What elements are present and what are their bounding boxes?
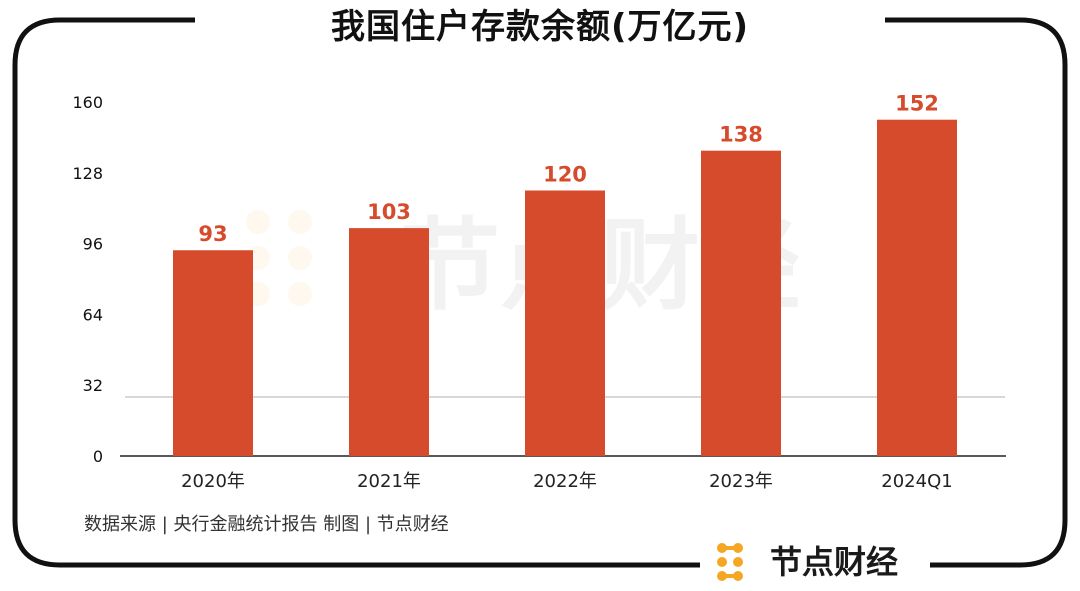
y-tick-label: 128 (72, 164, 103, 183)
brand-logo-icon (717, 543, 743, 581)
bar (701, 150, 781, 457)
bar (349, 228, 429, 456)
bar-value-label: 93 (198, 222, 227, 246)
x-tick-label: 2020年 (181, 471, 245, 492)
bar (877, 119, 957, 456)
brand-badge: 节点财经 (700, 536, 930, 588)
bar-value-label: 120 (543, 163, 587, 187)
x-tick-label: 2023年 (709, 471, 773, 492)
y-tick-label: 64 (83, 305, 103, 324)
bar-value-label: 103 (367, 200, 411, 224)
bar-value-label: 152 (895, 92, 939, 116)
y-tick-label: 96 (83, 235, 103, 254)
bar (525, 190, 605, 456)
plot-area: 0 32 64 96 128 160 93 2020年 103 2021年 120 2022年 138 2… (72, 92, 1006, 492)
x-tick-label: 2021年 (357, 471, 421, 492)
brand-name: 节点财经 (770, 543, 899, 581)
y-tick-label: 160 (72, 93, 103, 112)
x-tick-label: 2022年 (533, 471, 597, 492)
watermark-logo-icon (246, 210, 312, 306)
bar-value-label: 138 (719, 123, 763, 147)
y-tick-label: 32 (83, 376, 103, 395)
bar (173, 250, 253, 456)
frame-border (12, 17, 1068, 568)
x-tick-label: 2024Q1 (881, 471, 952, 492)
chart-title: 我国住户存款余额(万亿元) (195, 2, 885, 52)
y-tick-label: 0 (93, 447, 103, 466)
source-note: 数据来源 | 央行金融统计报告 制图 | 节点财经 (84, 514, 449, 535)
